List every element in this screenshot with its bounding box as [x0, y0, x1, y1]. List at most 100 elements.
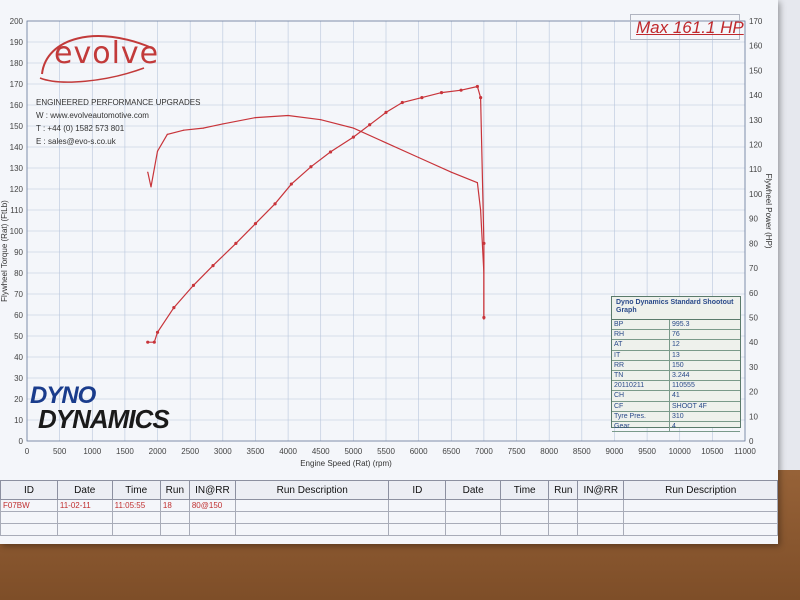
shootout-key: RH — [612, 330, 670, 340]
shootout-key: CH — [612, 391, 670, 401]
shootout-info-box: Dyno Dynamics Standard Shootout Graph BP… — [611, 296, 741, 433]
table-cell: 80@150 — [188, 499, 236, 512]
torque-point — [183, 129, 185, 131]
table-row — [0, 523, 778, 536]
shootout-value: SHOOT 4F — [672, 402, 707, 410]
max-hp-box — [630, 14, 740, 40]
power-point — [368, 123, 372, 127]
shootout-title: Dyno Dynamics Standard Shootout Graph — [612, 297, 740, 320]
table-cell — [577, 523, 625, 536]
y-left-tick-label: 30 — [14, 374, 23, 383]
run-table-header: Time — [111, 480, 161, 500]
y-left-tick-label: 120 — [10, 185, 24, 194]
power-point — [146, 340, 150, 344]
evolve-logo: evolve — [54, 36, 160, 71]
y-right-tick-label: 60 — [749, 289, 758, 298]
x-tick-label: 10500 — [701, 447, 724, 456]
shootout-value: 150 — [672, 361, 684, 369]
y-left-tick-label: 170 — [10, 80, 24, 89]
table-cell — [577, 511, 625, 524]
y-right-tick-label: 20 — [749, 388, 758, 397]
run-table-header: IN@RR — [577, 480, 625, 500]
table-cell — [188, 511, 236, 524]
shootout-row: AT 12 — [612, 340, 740, 351]
x-tick-label: 4000 — [279, 447, 297, 456]
table-cell: 11:05:55 — [111, 499, 161, 512]
torque-point — [476, 182, 478, 184]
run-table-header: Date — [56, 480, 113, 500]
shootout-row: CH 41 — [612, 391, 740, 402]
table-cell — [548, 523, 579, 536]
table-cell — [548, 511, 579, 524]
contact-block: ENGINEERED PERFORMANCE UPGRADES W : www.… — [36, 96, 200, 148]
power-point — [482, 241, 486, 245]
power-point — [400, 100, 404, 105]
shootout-row: BP 995.3 — [612, 320, 740, 331]
power-point — [191, 283, 196, 287]
x-tick-label: 2000 — [149, 447, 167, 456]
run-table-header: Run — [548, 480, 579, 500]
shootout-key: TN — [612, 370, 670, 381]
torque-point — [480, 209, 482, 211]
power-point — [211, 263, 215, 268]
y-left-tick-label: 0 — [19, 437, 24, 446]
torque-point — [222, 123, 224, 125]
table-cell — [111, 511, 161, 524]
power-point — [289, 182, 293, 186]
y-right-tick-label: 80 — [749, 239, 758, 248]
y-left-tick-label: 200 — [10, 17, 24, 26]
y-right-tick-label: 40 — [749, 338, 758, 347]
y-right-tick-label: 160 — [749, 42, 763, 51]
y-left-tick-label: 110 — [10, 206, 23, 215]
dyno-logo-line2: DYNAMICS — [38, 404, 170, 434]
power-point — [309, 165, 313, 169]
shootout-key: IT — [612, 350, 670, 360]
y-right-tick-label: 170 — [749, 17, 763, 26]
table-cell — [388, 523, 447, 536]
run-table: ID Date Time Run IN@RR Run Description ID Date T… — [0, 480, 778, 536]
x-tick-label: 3500 — [247, 447, 265, 456]
run-table-header: Run — [159, 480, 190, 500]
y-left-tick-label: 10 — [14, 416, 23, 425]
y-right-tick-label: 110 — [749, 165, 762, 174]
power-point — [479, 95, 483, 100]
shootout-row: 20110211 110555 — [612, 381, 740, 392]
max-hp-label: Max 161.1 HP — [636, 18, 744, 37]
table-cell — [56, 511, 113, 524]
run-table-header: IN@RR — [188, 480, 236, 500]
y-left-axis-label: Flywheel Torque (Rat) (FtLb) — [0, 200, 9, 302]
y-left-tick-label: 190 — [10, 38, 24, 47]
y-right-tick-label: 130 — [749, 116, 763, 125]
y-right-tick-label: 50 — [749, 313, 758, 322]
table-cell — [623, 499, 778, 512]
torque-point — [385, 142, 387, 144]
tagline: ENGINEERED PERFORMANCE UPGRADES — [36, 98, 201, 107]
table-row — [0, 511, 778, 524]
y-right-tick-label: 90 — [749, 215, 758, 224]
y-left-tick-label: 50 — [14, 332, 23, 341]
table-cell: F07BW — [0, 499, 58, 512]
power-point — [253, 221, 258, 226]
table-cell — [500, 511, 550, 524]
x-tick-label: 1000 — [83, 447, 101, 456]
shootout-row: CF SHOOT 4F — [612, 401, 740, 412]
x-tick-label: 7000 — [475, 447, 493, 456]
torque-curve — [147, 114, 485, 320]
table-cell — [388, 511, 447, 524]
shootout-row: Tyre Pres. 310 — [612, 411, 740, 422]
shootout-value: 995.3 — [672, 321, 690, 328]
power-point — [234, 241, 238, 245]
shootout-key: CF — [612, 401, 670, 411]
y-right-axis-label: Flywheel Power (HP) — [764, 173, 773, 248]
torque-point — [287, 114, 289, 117]
torque-point — [450, 171, 452, 173]
x-tick-label: 10000 — [669, 447, 692, 456]
table-cell — [445, 499, 502, 512]
table-cell — [388, 499, 447, 512]
shootout-row: Gear 4 — [612, 421, 740, 433]
table-cell — [548, 499, 579, 512]
run-table-header: Run Description — [623, 480, 778, 500]
x-tick-label: 11000 — [734, 447, 756, 456]
table-cell — [111, 523, 161, 536]
shootout-value: 3.244 — [672, 371, 690, 379]
